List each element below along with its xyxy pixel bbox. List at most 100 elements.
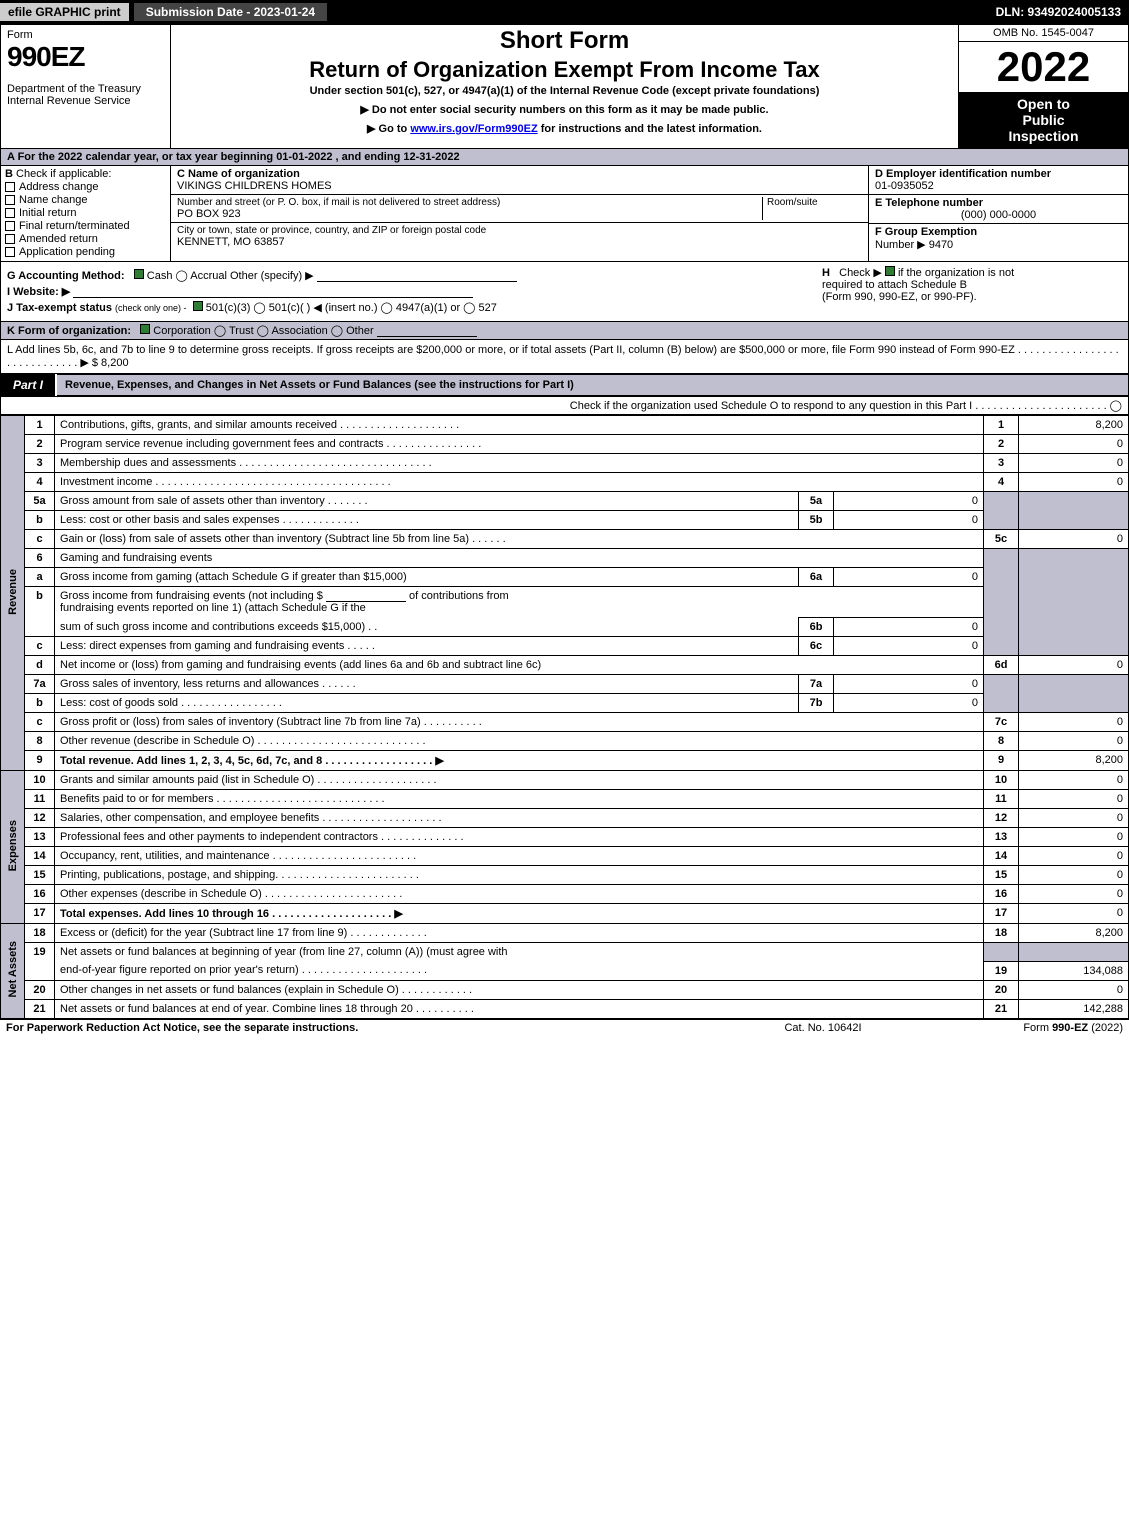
line-7b: b Less: cost of goods sold . . . . . . .… (1, 694, 1129, 713)
accounting-other-input[interactable] (317, 270, 517, 282)
part-1-schedule-o-check: Check if the organization used Schedule … (0, 397, 1129, 415)
line-19: end-of-year figure reported on prior yea… (1, 961, 1129, 980)
dept-treasury: Department of the Treasury (7, 83, 164, 95)
website-input[interactable] (73, 286, 473, 298)
line-16: 16 Other expenses (describe in Schedule … (1, 885, 1129, 904)
line-5b: b Less: cost or other basis and sales ex… (1, 511, 1129, 530)
line-10-value: 0 (1019, 771, 1129, 790)
revenue-tab: Revenue (1, 416, 25, 771)
group-exemption-value: 9470 (929, 239, 953, 251)
top-bar: efile GRAPHIC print Submission Date - 20… (0, 0, 1129, 24)
line-9: 9 Total revenue. Add lines 1, 2, 3, 4, 5… (1, 751, 1129, 771)
header-left: Form 990EZ Department of the Treasury In… (1, 25, 171, 148)
tax-year: 2022 (959, 42, 1128, 92)
org-name: VIKINGS CHILDRENS HOMES (177, 180, 862, 192)
line-20: 20 Other changes in net assets or fund b… (1, 980, 1129, 999)
line-6b-contrib-input[interactable] (326, 590, 406, 602)
accounting-method-row: G Accounting Method: Cash ◯ Accrual Othe… (7, 269, 822, 282)
line-13-value: 0 (1019, 828, 1129, 847)
check-amended-return[interactable]: Amended return (5, 233, 166, 245)
city-row: City or town, state or province, country… (171, 223, 868, 250)
return-title: Return of Organization Exempt From Incom… (175, 57, 954, 83)
check-501c3[interactable] (193, 301, 203, 311)
line-5a: 5a Gross amount from sale of assets othe… (1, 492, 1129, 511)
check-application-pending[interactable]: Application pending (5, 246, 166, 258)
org-name-row: C Name of organization VIKINGS CHILDRENS… (171, 166, 868, 195)
header-center: Short Form Return of Organization Exempt… (171, 25, 958, 148)
line-6d: d Net income or (loss) from gaming and f… (1, 656, 1129, 675)
line-12-value: 0 (1019, 809, 1129, 828)
header-right: OMB No. 1545-0047 2022 Open to Public In… (958, 25, 1128, 148)
website-row: I Website: ▶ (7, 285, 822, 298)
group-exemption-row: F Group Exemption Number ▶ 9470 (869, 224, 1128, 253)
check-initial-return[interactable]: Initial return (5, 207, 166, 219)
part-1-title: Revenue, Expenses, and Changes in Net As… (57, 375, 1128, 395)
line-6a: a Gross income from gaming (attach Sched… (1, 568, 1129, 587)
street-address: PO BOX 923 (177, 208, 762, 220)
line-7a-value: 0 (834, 675, 984, 694)
efile-print-button[interactable]: efile GRAPHIC print (0, 3, 129, 21)
line-5c: c Gain or (loss) from sale of assets oth… (1, 530, 1129, 549)
check-final-return[interactable]: Final return/terminated (5, 220, 166, 232)
row-g-through-j: G Accounting Method: Cash ◯ Accrual Othe… (0, 262, 1129, 322)
line-10: Expenses 10 Grants and similar amounts p… (1, 771, 1129, 790)
city-state-zip: KENNETT, MO 63857 (177, 236, 862, 248)
gross-receipts-value: 8,200 (101, 357, 129, 369)
line-5b-value: 0 (834, 511, 984, 530)
column-b: B Check if applicable: Address change Na… (1, 166, 171, 261)
paperwork-notice: For Paperwork Reduction Act Notice, see … (6, 1022, 723, 1034)
line-15-value: 0 (1019, 866, 1129, 885)
line-4: 4 Investment income . . . . . . . . . . … (1, 473, 1129, 492)
line-2-value: 0 (1019, 435, 1129, 454)
line-1-value: 8,200 (1019, 416, 1129, 435)
row-a-tax-year: A For the 2022 calendar year, or tax yea… (0, 149, 1129, 166)
check-corporation[interactable] (140, 324, 150, 334)
line-14: 14 Occupancy, rent, utilities, and maint… (1, 847, 1129, 866)
dln-number: DLN: 93492024005133 (988, 3, 1129, 21)
omb-number: OMB No. 1545-0047 (959, 25, 1128, 42)
irs-link[interactable]: www.irs.gov/Form990EZ (410, 123, 537, 135)
line-3-value: 0 (1019, 454, 1129, 473)
line-6d-value: 0 (1019, 656, 1129, 675)
line-8-value: 0 (1019, 732, 1129, 751)
line-6b-value: 0 (834, 618, 984, 637)
check-cash[interactable] (134, 269, 144, 279)
irs-label: Internal Revenue Service (7, 95, 164, 107)
line-9-value: 8,200 (1019, 751, 1129, 771)
line-17: 17 Total expenses. Add lines 10 through … (1, 904, 1129, 924)
schedule-b-check: H Check ▶ if the organization is not req… (822, 266, 1122, 317)
expenses-tab: Expenses (1, 771, 25, 924)
ssn-warning: ▶ Do not enter social security numbers o… (175, 103, 954, 116)
row-k-organization-form: K Form of organization: Corporation ◯ Tr… (0, 322, 1129, 340)
row-l-gross-receipts: L Add lines 5b, 6c, and 7b to line 9 to … (0, 340, 1129, 374)
line-20-value: 0 (1019, 980, 1129, 999)
line-7a: 7a Gross sales of inventory, less return… (1, 675, 1129, 694)
line-6a-value: 0 (834, 568, 984, 587)
check-schedule-b[interactable] (885, 266, 895, 276)
public-inspection: Open to Public Inspection (959, 92, 1128, 148)
form-label: Form (7, 29, 164, 41)
line-15: 15 Printing, publications, postage, and … (1, 866, 1129, 885)
column-c: C Name of organization VIKINGS CHILDRENS… (171, 166, 868, 261)
line-21: 21 Net assets or fund balances at end of… (1, 999, 1129, 1018)
line-18-value: 8,200 (1019, 924, 1129, 943)
column-d-e-f: D Employer identification number 01-0935… (868, 166, 1128, 261)
part-1-tab: Part I (1, 374, 57, 396)
check-name-change[interactable]: Name change (5, 194, 166, 206)
tax-exempt-status-row: J Tax-exempt status (check only one) - 5… (7, 301, 822, 314)
line-6c: c Less: direct expenses from gaming and … (1, 637, 1129, 656)
line-3: 3 Membership dues and assessments . . . … (1, 454, 1129, 473)
line-5c-value: 0 (1019, 530, 1129, 549)
line-14-value: 0 (1019, 847, 1129, 866)
check-address-change[interactable]: Address change (5, 181, 166, 193)
org-other-input[interactable] (377, 325, 477, 337)
header-subtitle: Under section 501(c), 527, or 4947(a)(1)… (175, 85, 954, 97)
line-12: 12 Salaries, other compensation, and emp… (1, 809, 1129, 828)
line-7c-value: 0 (1019, 713, 1129, 732)
line-16-value: 0 (1019, 885, 1129, 904)
short-form-title: Short Form (175, 27, 954, 55)
line-11-value: 0 (1019, 790, 1129, 809)
part-1-header: Part I Revenue, Expenses, and Changes in… (0, 374, 1129, 397)
page-footer: For Paperwork Reduction Act Notice, see … (0, 1019, 1129, 1036)
line-6b: sum of such gross income and contributio… (1, 618, 1129, 637)
